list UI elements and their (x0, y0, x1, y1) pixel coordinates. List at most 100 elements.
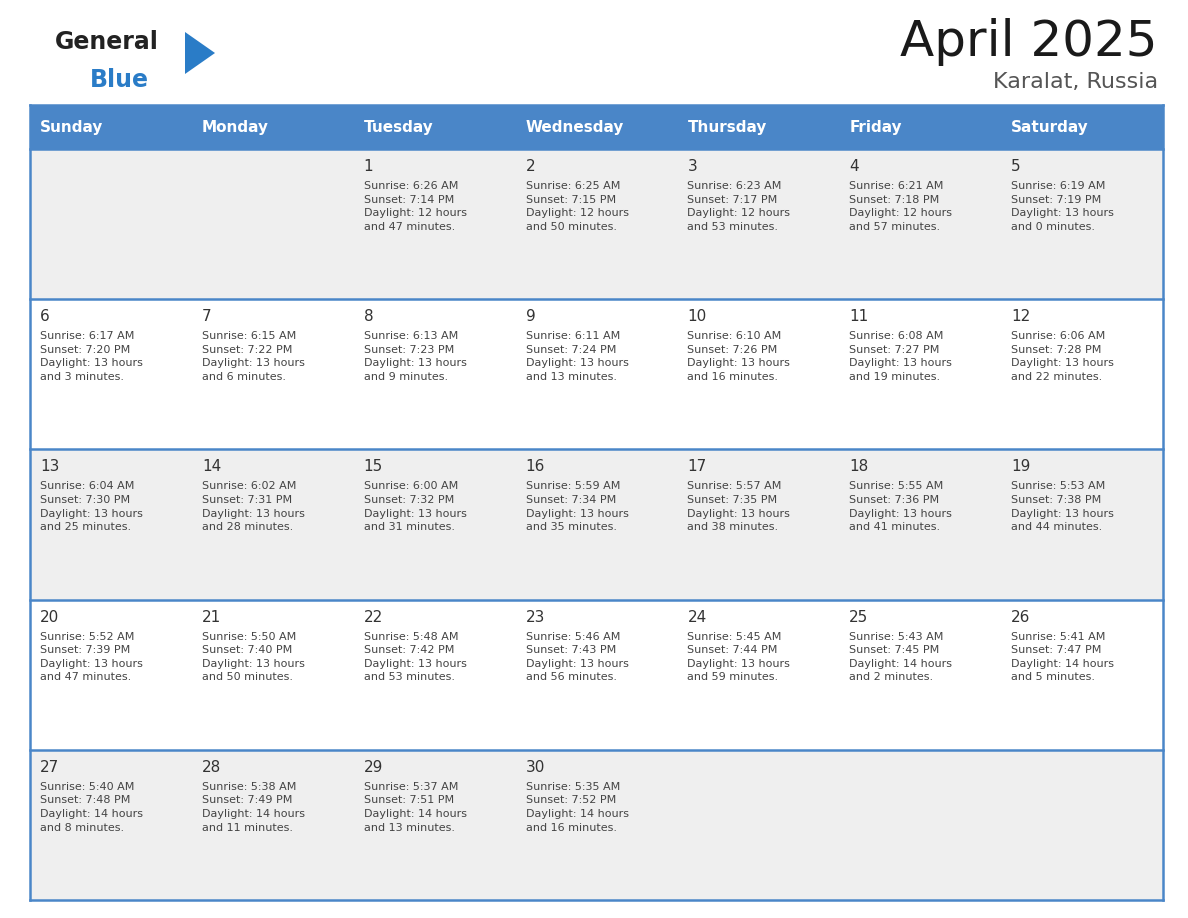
Text: Thursday: Thursday (688, 119, 766, 135)
Bar (1001, 299, 1163, 450)
Text: Sunrise: 6:02 AM
Sunset: 7:31 PM
Daylight: 13 hours
and 28 minutes.: Sunrise: 6:02 AM Sunset: 7:31 PM Dayligh… (202, 481, 305, 532)
Text: 16: 16 (525, 459, 545, 475)
Bar (191, 599, 354, 750)
Text: 2: 2 (525, 159, 536, 174)
Text: 5: 5 (1011, 159, 1020, 174)
Text: Blue: Blue (90, 68, 148, 92)
Text: Sunrise: 6:10 AM
Sunset: 7:26 PM
Daylight: 13 hours
and 16 minutes.: Sunrise: 6:10 AM Sunset: 7:26 PM Dayligh… (688, 331, 790, 382)
Bar (1001, 149, 1163, 299)
Bar (30, 599, 191, 750)
Bar (1001, 450, 1163, 599)
Text: Sunrise: 6:17 AM
Sunset: 7:20 PM
Daylight: 13 hours
and 3 minutes.: Sunrise: 6:17 AM Sunset: 7:20 PM Dayligh… (40, 331, 143, 382)
Text: 29: 29 (364, 760, 383, 775)
Text: 20: 20 (40, 610, 59, 624)
Bar (354, 450, 516, 599)
Bar (354, 750, 516, 900)
Text: 17: 17 (688, 459, 707, 475)
Text: 12: 12 (1011, 309, 1030, 324)
Text: 4: 4 (849, 159, 859, 174)
Bar (677, 105, 839, 149)
Text: Sunrise: 5:37 AM
Sunset: 7:51 PM
Daylight: 14 hours
and 13 minutes.: Sunrise: 5:37 AM Sunset: 7:51 PM Dayligh… (364, 782, 467, 833)
Bar (839, 750, 1001, 900)
Text: 30: 30 (525, 760, 545, 775)
Bar (354, 149, 516, 299)
Bar (839, 299, 1001, 450)
Text: Sunrise: 5:40 AM
Sunset: 7:48 PM
Daylight: 14 hours
and 8 minutes.: Sunrise: 5:40 AM Sunset: 7:48 PM Dayligh… (40, 782, 143, 833)
Bar (516, 599, 677, 750)
Bar (191, 750, 354, 900)
Bar (516, 149, 677, 299)
Text: April 2025: April 2025 (901, 18, 1158, 66)
Text: Tuesday: Tuesday (364, 119, 434, 135)
Text: 13: 13 (40, 459, 59, 475)
Bar (516, 299, 677, 450)
Text: Sunrise: 5:57 AM
Sunset: 7:35 PM
Daylight: 13 hours
and 38 minutes.: Sunrise: 5:57 AM Sunset: 7:35 PM Dayligh… (688, 481, 790, 532)
Text: Sunrise: 6:26 AM
Sunset: 7:14 PM
Daylight: 12 hours
and 47 minutes.: Sunrise: 6:26 AM Sunset: 7:14 PM Dayligh… (364, 181, 467, 232)
Text: 11: 11 (849, 309, 868, 324)
Bar (354, 599, 516, 750)
Bar (839, 599, 1001, 750)
Text: 6: 6 (40, 309, 50, 324)
Text: Sunrise: 6:21 AM
Sunset: 7:18 PM
Daylight: 12 hours
and 57 minutes.: Sunrise: 6:21 AM Sunset: 7:18 PM Dayligh… (849, 181, 953, 232)
Text: 27: 27 (40, 760, 59, 775)
Text: 21: 21 (202, 610, 221, 624)
Text: 24: 24 (688, 610, 707, 624)
Text: Monday: Monday (202, 119, 268, 135)
Text: Sunrise: 6:11 AM
Sunset: 7:24 PM
Daylight: 13 hours
and 13 minutes.: Sunrise: 6:11 AM Sunset: 7:24 PM Dayligh… (525, 331, 628, 382)
Bar (1001, 599, 1163, 750)
Text: 8: 8 (364, 309, 373, 324)
Text: Sunrise: 6:25 AM
Sunset: 7:15 PM
Daylight: 12 hours
and 50 minutes.: Sunrise: 6:25 AM Sunset: 7:15 PM Dayligh… (525, 181, 628, 232)
Text: Sunrise: 6:06 AM
Sunset: 7:28 PM
Daylight: 13 hours
and 22 minutes.: Sunrise: 6:06 AM Sunset: 7:28 PM Dayligh… (1011, 331, 1114, 382)
Text: Sunrise: 6:13 AM
Sunset: 7:23 PM
Daylight: 13 hours
and 9 minutes.: Sunrise: 6:13 AM Sunset: 7:23 PM Dayligh… (364, 331, 467, 382)
Bar (191, 149, 354, 299)
Text: Sunrise: 5:48 AM
Sunset: 7:42 PM
Daylight: 13 hours
and 53 minutes.: Sunrise: 5:48 AM Sunset: 7:42 PM Dayligh… (364, 632, 467, 682)
Text: Sunrise: 6:19 AM
Sunset: 7:19 PM
Daylight: 13 hours
and 0 minutes.: Sunrise: 6:19 AM Sunset: 7:19 PM Dayligh… (1011, 181, 1114, 232)
Text: Sunday: Sunday (40, 119, 103, 135)
Text: 15: 15 (364, 459, 383, 475)
Bar (354, 105, 516, 149)
Text: 26: 26 (1011, 610, 1030, 624)
Text: Sunrise: 5:53 AM
Sunset: 7:38 PM
Daylight: 13 hours
and 44 minutes.: Sunrise: 5:53 AM Sunset: 7:38 PM Dayligh… (1011, 481, 1114, 532)
Bar (191, 450, 354, 599)
Text: 7: 7 (202, 309, 211, 324)
Text: Sunrise: 6:23 AM
Sunset: 7:17 PM
Daylight: 12 hours
and 53 minutes.: Sunrise: 6:23 AM Sunset: 7:17 PM Dayligh… (688, 181, 790, 232)
Text: Karalat, Russia: Karalat, Russia (993, 72, 1158, 92)
Bar (30, 105, 191, 149)
Bar (1001, 105, 1163, 149)
Text: Friday: Friday (849, 119, 902, 135)
Text: Sunrise: 6:08 AM
Sunset: 7:27 PM
Daylight: 13 hours
and 19 minutes.: Sunrise: 6:08 AM Sunset: 7:27 PM Dayligh… (849, 331, 952, 382)
Text: 22: 22 (364, 610, 383, 624)
Bar (839, 105, 1001, 149)
Bar (516, 450, 677, 599)
Bar (677, 450, 839, 599)
Bar (30, 149, 191, 299)
Text: 18: 18 (849, 459, 868, 475)
Text: Sunrise: 5:50 AM
Sunset: 7:40 PM
Daylight: 13 hours
and 50 minutes.: Sunrise: 5:50 AM Sunset: 7:40 PM Dayligh… (202, 632, 305, 682)
Bar (516, 105, 677, 149)
Text: Sunrise: 5:38 AM
Sunset: 7:49 PM
Daylight: 14 hours
and 11 minutes.: Sunrise: 5:38 AM Sunset: 7:49 PM Dayligh… (202, 782, 305, 833)
Text: Sunrise: 6:15 AM
Sunset: 7:22 PM
Daylight: 13 hours
and 6 minutes.: Sunrise: 6:15 AM Sunset: 7:22 PM Dayligh… (202, 331, 305, 382)
Bar (839, 450, 1001, 599)
Text: Saturday: Saturday (1011, 119, 1089, 135)
Bar (516, 750, 677, 900)
Text: 19: 19 (1011, 459, 1030, 475)
Text: Sunrise: 5:59 AM
Sunset: 7:34 PM
Daylight: 13 hours
and 35 minutes.: Sunrise: 5:59 AM Sunset: 7:34 PM Dayligh… (525, 481, 628, 532)
Text: Sunrise: 5:55 AM
Sunset: 7:36 PM
Daylight: 13 hours
and 41 minutes.: Sunrise: 5:55 AM Sunset: 7:36 PM Dayligh… (849, 481, 952, 532)
Text: Sunrise: 6:00 AM
Sunset: 7:32 PM
Daylight: 13 hours
and 31 minutes.: Sunrise: 6:00 AM Sunset: 7:32 PM Dayligh… (364, 481, 467, 532)
Text: 1: 1 (364, 159, 373, 174)
Bar (354, 299, 516, 450)
Bar (677, 149, 839, 299)
Text: 10: 10 (688, 309, 707, 324)
Text: 9: 9 (525, 309, 536, 324)
Bar (839, 149, 1001, 299)
Bar (30, 750, 191, 900)
Text: Sunrise: 5:52 AM
Sunset: 7:39 PM
Daylight: 13 hours
and 47 minutes.: Sunrise: 5:52 AM Sunset: 7:39 PM Dayligh… (40, 632, 143, 682)
Text: Sunrise: 5:43 AM
Sunset: 7:45 PM
Daylight: 14 hours
and 2 minutes.: Sunrise: 5:43 AM Sunset: 7:45 PM Dayligh… (849, 632, 953, 682)
Text: 23: 23 (525, 610, 545, 624)
Text: Sunrise: 5:41 AM
Sunset: 7:47 PM
Daylight: 14 hours
and 5 minutes.: Sunrise: 5:41 AM Sunset: 7:47 PM Dayligh… (1011, 632, 1114, 682)
Bar (191, 105, 354, 149)
Text: General: General (55, 30, 159, 54)
Text: 25: 25 (849, 610, 868, 624)
Bar (30, 299, 191, 450)
Text: Sunrise: 5:45 AM
Sunset: 7:44 PM
Daylight: 13 hours
and 59 minutes.: Sunrise: 5:45 AM Sunset: 7:44 PM Dayligh… (688, 632, 790, 682)
